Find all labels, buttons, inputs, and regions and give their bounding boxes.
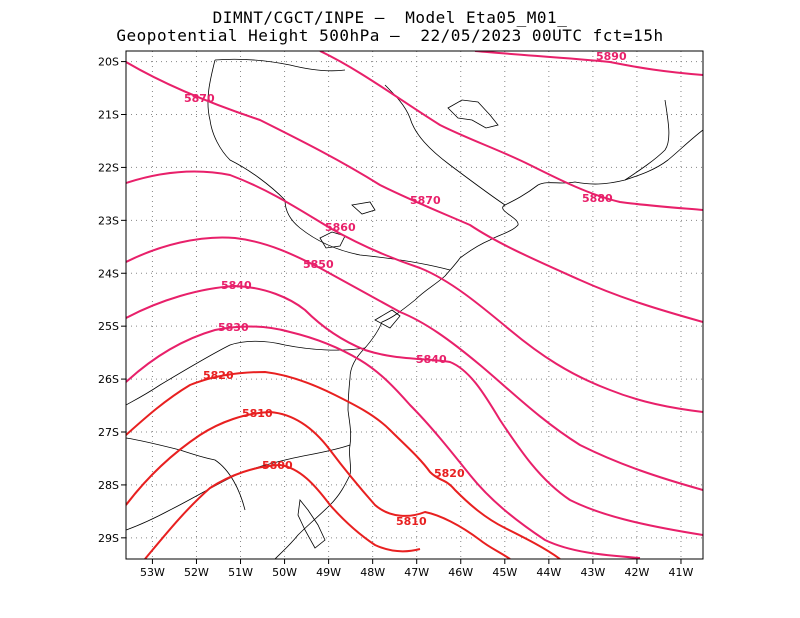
contour-label: 5830 <box>218 321 249 334</box>
border-paraguay <box>214 58 346 72</box>
contour-5810 <box>126 410 511 559</box>
contour-label: 5850 <box>303 258 334 271</box>
bay <box>374 309 401 329</box>
y-tick-label: 28S <box>98 479 119 492</box>
state-border-mg-sp <box>384 84 506 206</box>
y-tick-label: 25S <box>98 320 119 333</box>
x-tick-label: 53W <box>140 566 165 579</box>
contour-label-layer: 5890 5880 5870 5870 5860 5850 5840 5840 … <box>184 50 627 528</box>
y-tick-label: 20S <box>98 56 119 69</box>
contour-label: 5870 <box>410 194 441 207</box>
contour-5830 <box>126 325 641 559</box>
x-tick-label: 46W <box>448 566 473 579</box>
contour-5820 <box>126 370 561 559</box>
contour-label: 5890 <box>596 50 627 63</box>
coastline-borders <box>126 58 703 559</box>
x-tick-label: 49W <box>316 566 341 579</box>
reservoir <box>447 99 499 129</box>
chart-title-line1: DIMNT/CGCT/INPE – Model Eta05_M01_ <box>212 8 568 27</box>
contour-5890 <box>474 51 703 76</box>
contour-label: 5870 <box>184 92 215 105</box>
x-tick-label: 51W <box>228 566 253 579</box>
x-tick-label: 41W <box>669 566 694 579</box>
y-tick-label: 23S <box>98 214 119 227</box>
state-border-pr-sc <box>126 340 366 406</box>
x-tick-label: 48W <box>360 566 385 579</box>
contour-label: 5840 <box>221 279 252 292</box>
contour-label: 5840 <box>416 353 447 366</box>
y-tick-label: 24S <box>98 267 119 280</box>
y-tick-label: 29S <box>98 532 119 545</box>
contour-5840 <box>126 284 703 536</box>
axis-ticks: 53W 52W 51W 50W 49W 48W 47W 46W 45W 44W 43W 42W 41W 2… <box>98 56 694 579</box>
y-tick-label: 21S <box>98 109 119 122</box>
contour-5870 <box>126 61 703 323</box>
contour-label: 5820 <box>434 467 465 480</box>
x-tick-label: 45W <box>492 566 517 579</box>
map-frame <box>125 50 704 560</box>
chart-title-line2: Geopotential Height 500hPa – 22/05/2023 … <box>116 26 664 45</box>
y-tick-label: 26S <box>98 373 119 386</box>
contour-5860 <box>126 170 703 413</box>
reservoir <box>319 231 346 249</box>
x-tick-label: 52W <box>184 566 209 579</box>
coastline <box>274 129 703 559</box>
contour-label: 5880 <box>582 192 613 205</box>
x-tick-label: 50W <box>272 566 297 579</box>
x-tick-label: 42W <box>624 566 649 579</box>
contour-label: 5810 <box>396 515 427 528</box>
contour-label: 5810 <box>242 407 273 420</box>
contour-5880 <box>319 51 703 211</box>
y-tick-label: 22S <box>98 161 119 174</box>
state-border-ms-sp <box>207 59 286 201</box>
x-tick-label: 43W <box>580 566 605 579</box>
reservoir <box>351 201 376 215</box>
lagoon <box>297 499 326 549</box>
contour-label: 5860 <box>325 221 356 234</box>
contour-5850 <box>126 236 703 491</box>
lat-lon-grid <box>126 51 703 559</box>
x-tick-label: 44W <box>536 566 561 579</box>
contour-label: 5820 <box>203 369 234 382</box>
geopotential-contours <box>126 51 703 559</box>
contour-label: 5800 <box>262 459 293 472</box>
border-argentina <box>126 437 246 511</box>
y-tick-label: 27S <box>98 426 119 439</box>
state-border-rj <box>624 99 670 181</box>
x-tick-label: 47W <box>404 566 429 579</box>
contour-5800 <box>144 463 421 559</box>
